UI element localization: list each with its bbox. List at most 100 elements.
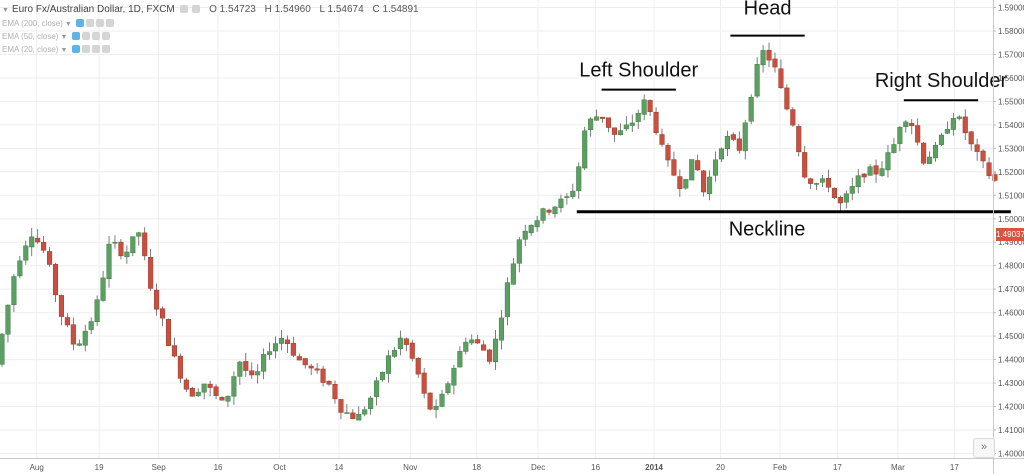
time-tick-label: 19 [95, 463, 104, 472]
candle-body-down [427, 392, 433, 410]
close-icon[interactable] [96, 19, 105, 27]
candle-body-down [772, 58, 778, 68]
candle-body-up [82, 330, 88, 346]
candle [76, 339, 82, 347]
eye-icon[interactable] [71, 45, 80, 53]
price-tick-label: 1.52000 [998, 168, 1024, 177]
candle-body-down [243, 361, 249, 371]
candle-body-down [41, 242, 47, 251]
close-icon[interactable] [91, 32, 100, 40]
candle [409, 339, 415, 362]
candle-body-down [338, 399, 344, 413]
candle-body-down [873, 165, 879, 175]
price-tick-label: 1.44000 [998, 356, 1024, 365]
time-tick-label: 17 [833, 463, 842, 472]
chevron-down-icon[interactable]: ▼ [60, 34, 68, 41]
indicator-ema-20[interactable]: EMA (20, close) ▼ [2, 45, 110, 54]
candle [837, 195, 843, 211]
settings-icon[interactable] [179, 5, 188, 13]
candle [992, 171, 998, 182]
candle-body-up [683, 179, 689, 189]
eye-icon[interactable] [76, 19, 85, 27]
candle [588, 117, 594, 137]
candle [564, 193, 570, 205]
candle [701, 169, 707, 197]
candle-body-down [968, 131, 974, 145]
settings-icon[interactable] [81, 45, 90, 53]
time-axis[interactable]: Aug 19 Sep 16 Oct 14 Nov 18 Dec 16 2014 20 Feb 17 Mar 1… [30, 463, 960, 472]
candle [534, 215, 540, 232]
chevron-down-icon[interactable]: ▼ [60, 47, 68, 54]
candle-body-down [730, 134, 736, 140]
candle [814, 182, 820, 190]
price-tick-label: 1.46000 [998, 309, 1024, 318]
close-icon[interactable] [91, 45, 100, 53]
eye-icon[interactable] [192, 5, 201, 13]
price-tick-label: 1.55000 [998, 97, 1024, 106]
scroll-to-realtime-button[interactable]: » [973, 438, 995, 458]
candle [11, 273, 17, 313]
settings-icon[interactable] [86, 19, 95, 27]
candle-body-down [980, 150, 986, 162]
candle-body-up [528, 225, 534, 234]
candle-body-up [498, 317, 505, 341]
candle [207, 380, 213, 397]
more-icon[interactable] [106, 19, 115, 27]
time-tick-label: 14 [334, 463, 343, 472]
candle [683, 179, 689, 190]
candle [629, 114, 635, 133]
chevron-down-icon[interactable]: ▼ [64, 21, 72, 28]
price-tick-label: 1.42000 [998, 403, 1024, 412]
candle-body-up [385, 355, 392, 374]
candle-body-down [302, 358, 308, 366]
indicator-ema-50[interactable]: EMA (50, close) ▼ [2, 32, 110, 41]
candle-body-up [267, 351, 273, 355]
annotation-label: Neckline [729, 219, 806, 241]
candle-body-up [938, 134, 945, 145]
price-tick-label: 1.43000 [998, 379, 1024, 388]
candle [368, 395, 374, 415]
candle-body-up [124, 251, 130, 258]
candlestick-series [0, 42, 998, 421]
candle-body-up [225, 395, 231, 402]
candle-body-down [249, 370, 255, 376]
candle [326, 380, 332, 386]
candle-body-down [183, 379, 189, 390]
candle [772, 52, 778, 73]
candle [391, 347, 397, 358]
candle-body-down [154, 289, 160, 310]
candle-body-up [819, 178, 826, 183]
eye-icon[interactable] [71, 32, 80, 40]
candle-body-up [88, 321, 94, 330]
candle-body-up [897, 127, 903, 144]
candle [433, 399, 439, 419]
candle-body-up [195, 391, 201, 397]
candle-body-down [986, 162, 992, 177]
candle [855, 168, 861, 194]
candle [23, 240, 29, 265]
candle-body-up [457, 351, 463, 368]
price-tick-label: 1.58000 [998, 27, 1024, 36]
candle-body-down [118, 241, 124, 257]
candle-body-up [451, 367, 457, 386]
candle [570, 183, 576, 200]
symbol-title: Euro Fx/Australian Dollar, 1D, FXCM [11, 4, 175, 15]
candle-body-up [552, 206, 558, 214]
candle [980, 149, 986, 169]
annotation-label: Left Shoulder [579, 60, 698, 82]
candle-body-down [189, 388, 195, 397]
more-icon[interactable] [101, 45, 110, 53]
more-icon[interactable] [101, 32, 110, 40]
collapse-caret-icon[interactable]: ▼ [2, 7, 9, 14]
candle-body-up [534, 220, 540, 228]
candle-body-down [659, 134, 665, 145]
indicator-ema-200[interactable]: EMA (200, close) ▼ [2, 19, 115, 28]
candle [552, 205, 558, 218]
candle [891, 138, 897, 154]
candle [831, 187, 837, 199]
settings-icon[interactable] [81, 32, 90, 40]
candle-body-down [701, 170, 707, 193]
candle [754, 57, 760, 99]
